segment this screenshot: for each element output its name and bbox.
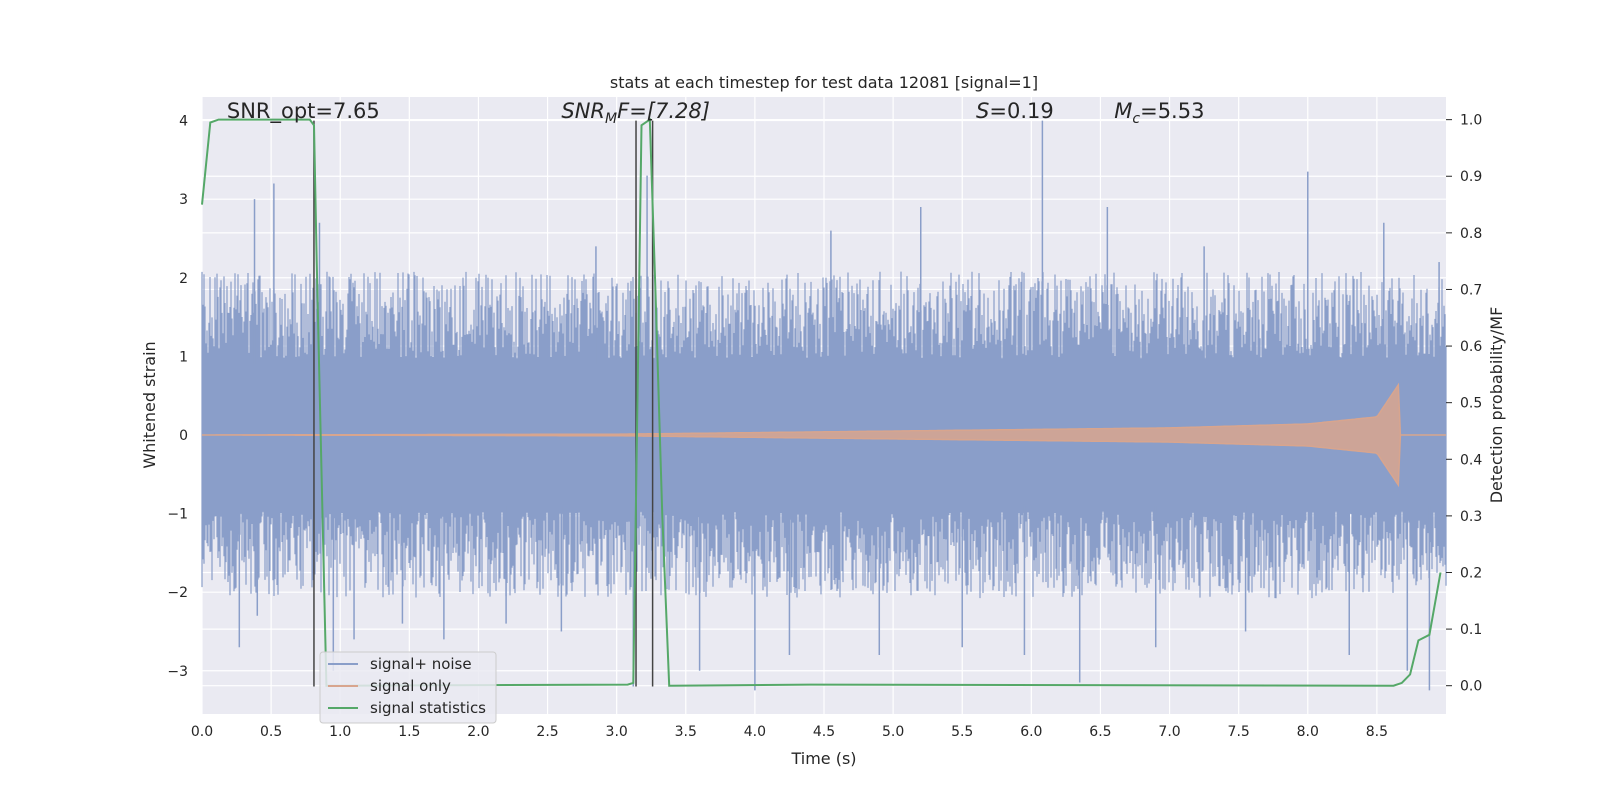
y-left-tick-label-4: 1 (179, 349, 188, 365)
y-left-tick-label-5: 2 (179, 271, 188, 287)
series-signal-only (202, 382, 1446, 488)
y-right-tick-label-0: 0.0 (1460, 679, 1482, 695)
x-ticks: 0.0 0.5 1.0 1.5 2.0 2.5 3.0 3.5 4.0 4.5 5.0 5.5 6.0 6… (191, 724, 1388, 740)
y-right-ticks: 0.0 0.1 0.2 0.3 0.4 0.5 0.6 0.7 0.8 0.9 1.0 (1446, 113, 1482, 695)
x-axis-label: Time (s) (790, 749, 856, 768)
y-right-tick-label-2: 0.2 (1460, 565, 1482, 581)
annotation-snr-mf-sub: M (605, 111, 617, 127)
annotation-mc-sub: c (1132, 111, 1140, 127)
annotation-mc-value: Mc=5.53 (1114, 99, 1204, 127)
y-right-tick-label-1: 0.1 (1460, 622, 1482, 638)
x-tick-label-9: 4.5 (813, 724, 835, 740)
annotation-snr-opt: SNR_opt=7.65 (227, 99, 380, 124)
y-left-tick-label-3: 0 (179, 428, 188, 444)
y-right-tick-label-3: 0.3 (1460, 509, 1482, 525)
annotation-snr-mf: SNRMF=[7.28] (561, 99, 710, 127)
y-right-tick-label-4: 0.4 (1460, 452, 1482, 468)
y-left-tick-label-6: 3 (179, 192, 188, 208)
chart-title: stats at each timestep for test data 120… (610, 73, 1038, 92)
x-tick-label-0: 0.0 (191, 724, 213, 740)
annotation-snr-mf-f: F=[7.28] (617, 99, 710, 123)
x-tick-label-1: 0.5 (260, 724, 282, 740)
y-right-tick-label-8: 0.8 (1460, 226, 1482, 242)
x-tick-label-3: 1.5 (398, 724, 420, 740)
x-tick-label-16: 8.0 (1297, 724, 1319, 740)
y-right-tick-label-7: 0.7 (1460, 282, 1482, 298)
x-tick-label-7: 3.5 (675, 724, 697, 740)
x-tick-label-11: 5.5 (951, 724, 973, 740)
y-right-axis-label: Detection probability/MF (1487, 307, 1506, 504)
y-left-ticks: −3 −2 −1 0 1 2 3 4 (167, 114, 188, 680)
x-tick-label-13: 6.5 (1089, 724, 1111, 740)
annotation-s-value: S=0.19 (976, 99, 1054, 123)
x-tick-label-4: 2.0 (467, 724, 489, 740)
legend: signal+ noise signal only signal statist… (319, 651, 497, 724)
annotation-s-suffix: =0.19 (989, 99, 1053, 123)
x-tick-label-17: 8.5 (1366, 724, 1388, 740)
y-left-tick-label-1: −2 (167, 585, 188, 601)
annotation-mc-italic: M (1114, 99, 1132, 123)
y-right-tick-label-9: 0.9 (1460, 169, 1482, 185)
x-tick-label-10: 5.0 (882, 724, 904, 740)
annotation-snr-mf-prefix: SNR (561, 99, 605, 123)
y-left-tick-label-0: −3 (167, 664, 188, 680)
annotation-s-italic: S (976, 99, 989, 123)
annotation-mc-suffix: =5.53 (1140, 99, 1204, 123)
y-left-tick-label-2: −1 (167, 507, 188, 523)
x-tick-label-12: 6.0 (1020, 724, 1042, 740)
x-tick-label-6: 3.0 (606, 724, 628, 740)
x-tick-label-5: 2.5 (536, 724, 558, 740)
y-right-tick-label-5: 0.5 (1460, 396, 1482, 412)
y-right-tick-label-10: 1.0 (1460, 113, 1482, 129)
signal-statistics-line (201, 117, 1442, 687)
y-left-axis-label: Whitened strain (140, 341, 159, 468)
legend-label-signal-only: signal only (370, 677, 451, 695)
signal-only-envelope (202, 382, 1446, 488)
x-tick-label-15: 7.5 (1228, 724, 1250, 740)
legend-box (319, 651, 497, 724)
y-right-tick-label-6: 0.6 (1460, 339, 1482, 355)
y-left-tick-label-7: 4 (179, 114, 188, 130)
x-tick-label-2: 1.0 (329, 724, 351, 740)
series-signal-noise (201, 120, 1447, 691)
series-signal-statistics (201, 117, 1442, 687)
legend-label-signal-noise: signal+ noise (370, 655, 472, 673)
legend-label-signal-statistics: signal statistics (370, 699, 486, 717)
annotations: SNR_opt=7.65 SNRMF=[7.28] S=0.19 Mc=5.53 (227, 99, 1205, 127)
x-tick-label-14: 7.0 (1158, 724, 1180, 740)
x-tick-label-8: 4.0 (744, 724, 766, 740)
